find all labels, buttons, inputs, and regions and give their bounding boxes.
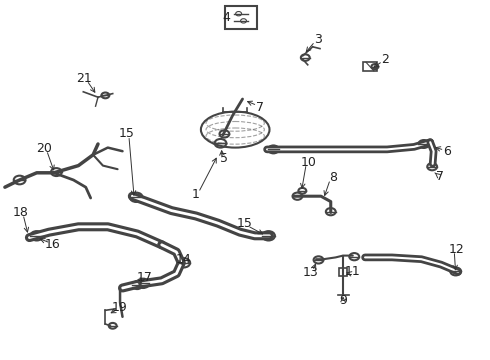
Text: 1: 1 xyxy=(192,188,200,201)
Text: 2: 2 xyxy=(381,53,389,66)
Text: 12: 12 xyxy=(449,243,465,256)
Text: 4: 4 xyxy=(222,11,230,24)
Text: 13: 13 xyxy=(302,266,318,279)
Text: 19: 19 xyxy=(112,301,127,314)
Text: 7: 7 xyxy=(256,101,264,114)
Text: 15: 15 xyxy=(237,217,253,230)
Text: 18: 18 xyxy=(13,206,28,219)
Text: 14: 14 xyxy=(176,253,192,266)
Text: 17: 17 xyxy=(137,271,152,284)
Text: 20: 20 xyxy=(36,142,52,155)
Text: 7: 7 xyxy=(436,170,443,183)
Text: 16: 16 xyxy=(45,238,61,251)
Text: 10: 10 xyxy=(301,156,317,168)
Text: 15: 15 xyxy=(119,127,134,140)
Text: 5: 5 xyxy=(220,152,228,165)
Bar xyxy=(363,62,377,71)
Bar xyxy=(225,6,257,29)
Text: 21: 21 xyxy=(76,72,92,85)
Text: 8: 8 xyxy=(329,171,337,184)
Text: 9: 9 xyxy=(339,294,347,307)
Text: 6: 6 xyxy=(443,145,451,158)
Bar xyxy=(339,268,347,276)
Text: 11: 11 xyxy=(345,265,361,278)
Text: 3: 3 xyxy=(314,33,321,46)
